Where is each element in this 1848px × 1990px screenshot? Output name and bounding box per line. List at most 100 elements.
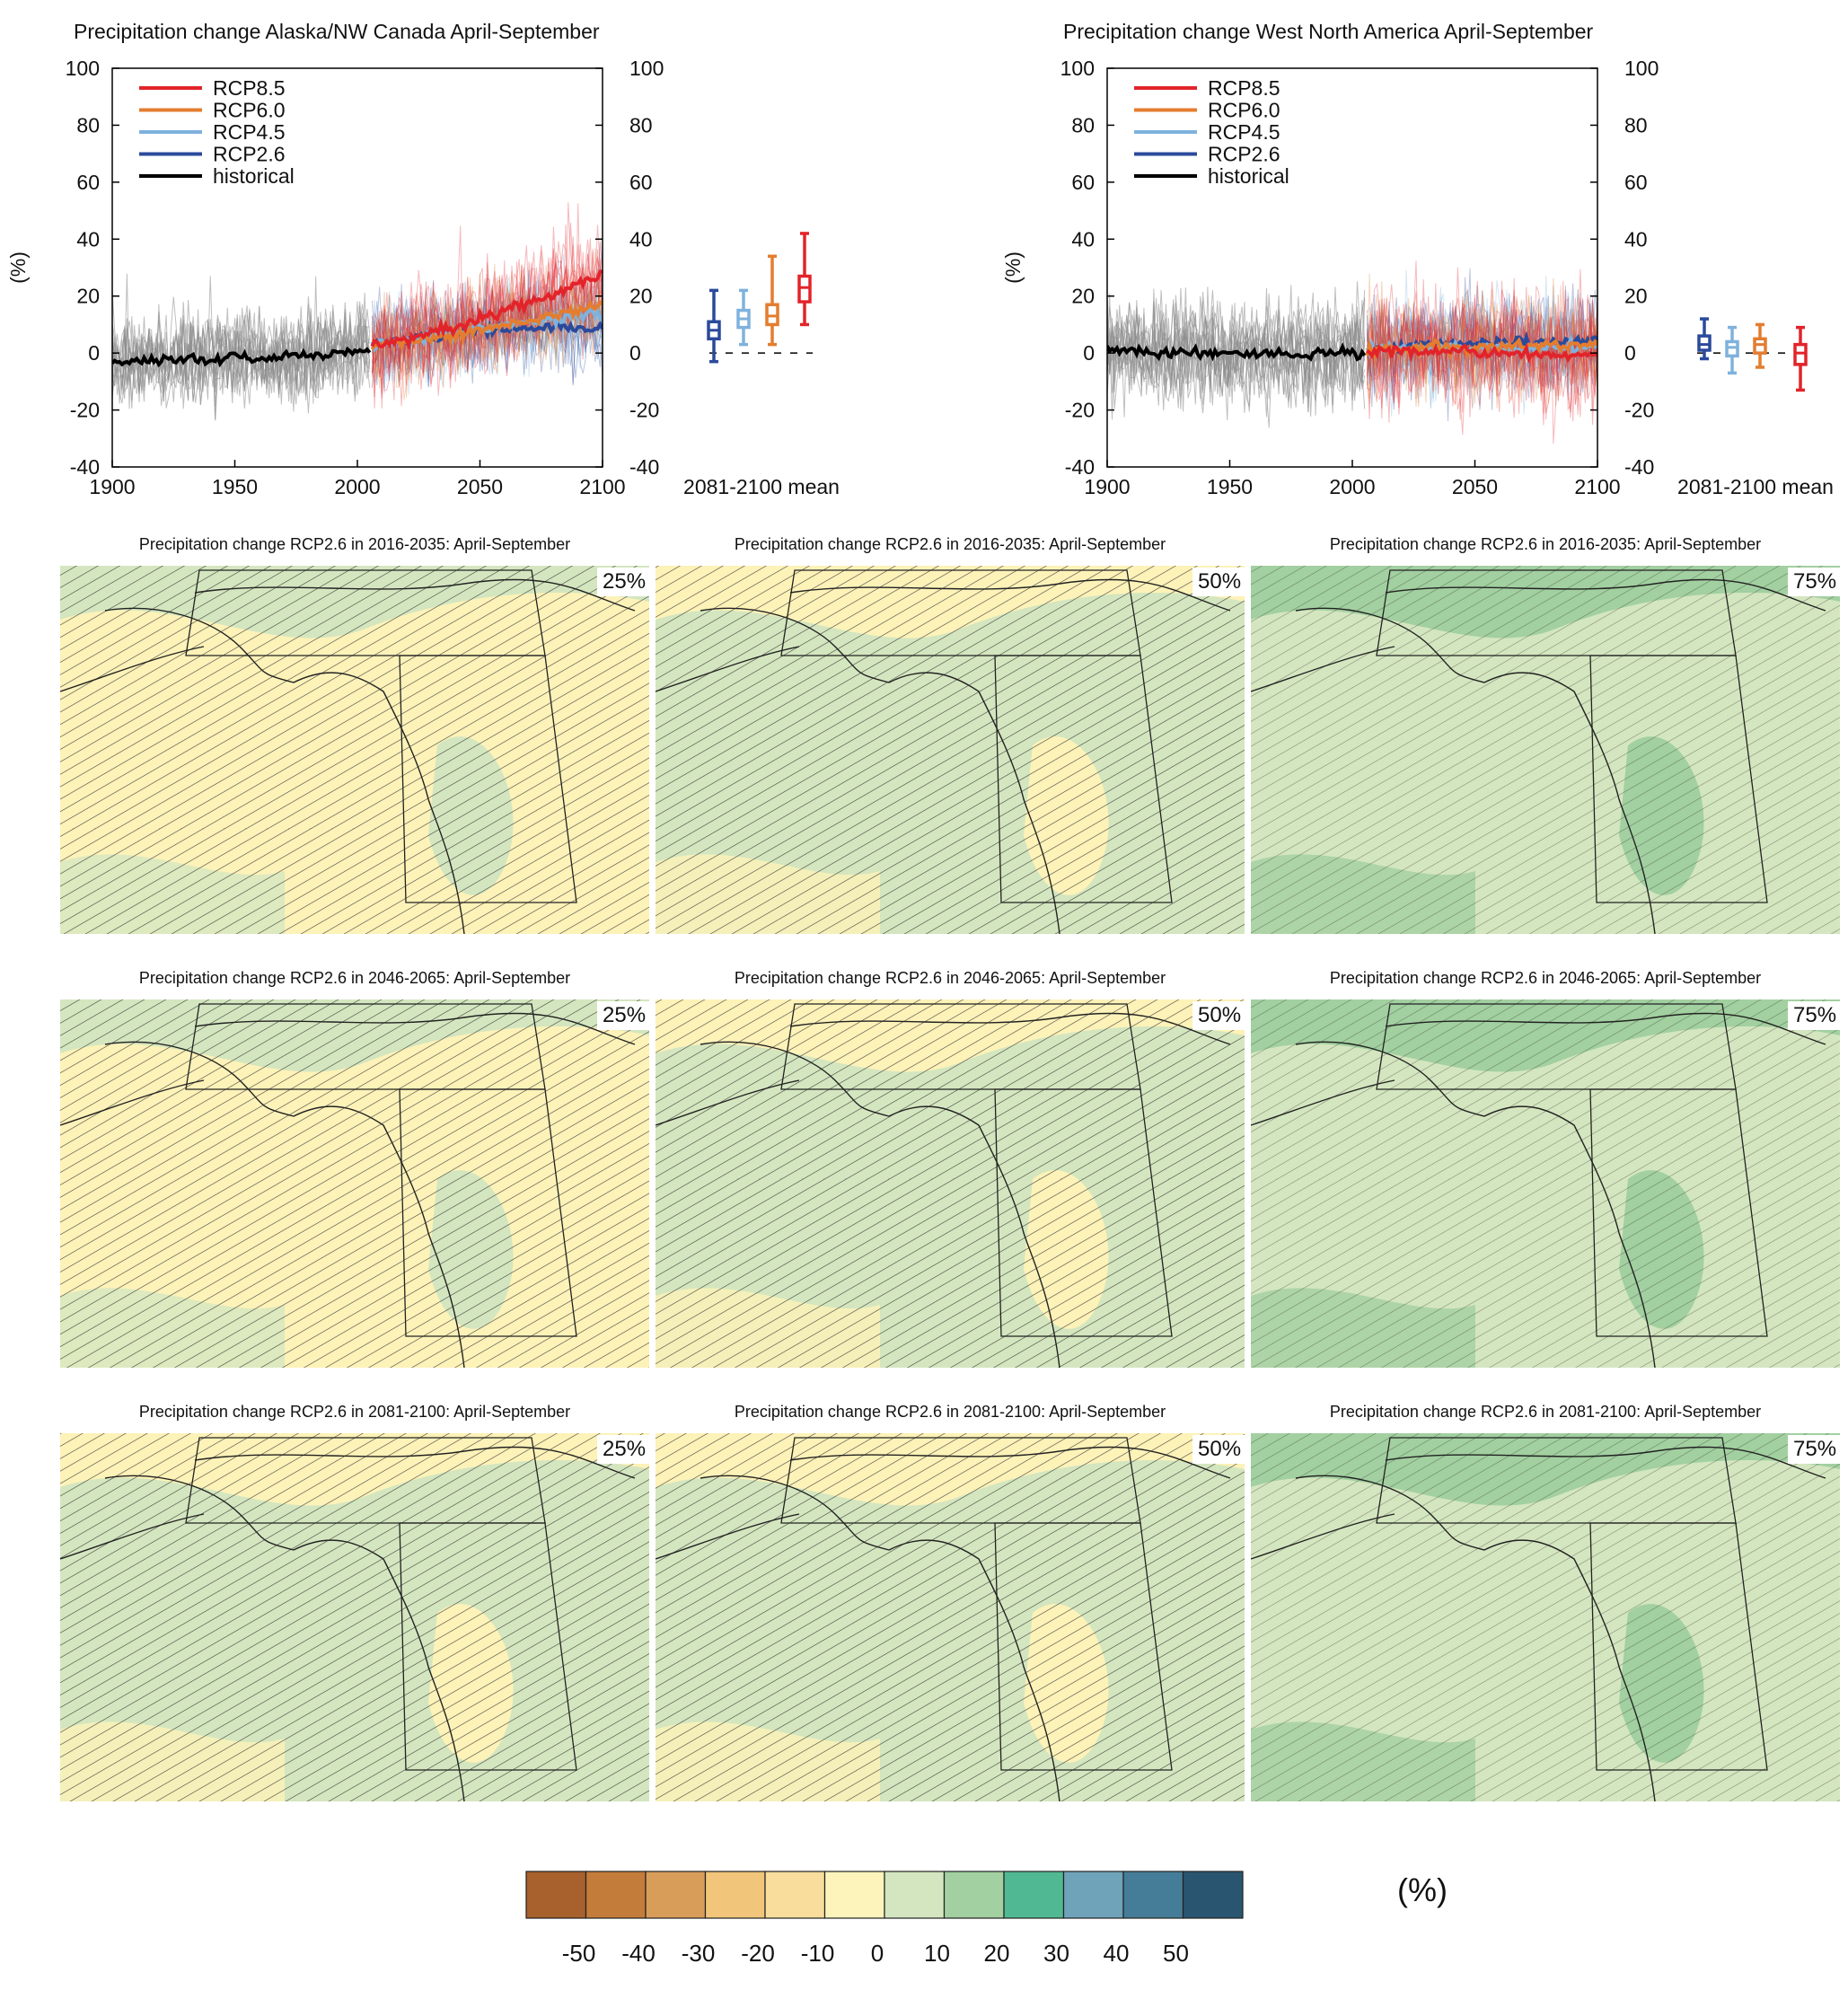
y-tick-label-right: -20 <box>629 399 659 422</box>
x-tick-label: 2100 <box>1574 475 1620 498</box>
coastline <box>1295 607 1656 934</box>
series-line-historical <box>1107 342 1367 362</box>
hatching <box>1251 1433 1840 1801</box>
y-tick-label: 60 <box>76 171 100 194</box>
coastline <box>1385 578 1826 612</box>
x-tick-label: 2000 <box>334 475 380 498</box>
ensemble-member-RCP2.6 <box>1366 285 1597 421</box>
hatching <box>60 1433 649 1801</box>
box-RCP4.5 <box>1725 325 1739 375</box>
ensemble-member-RCP6.0 <box>1366 285 1597 409</box>
coastline <box>1295 1041 1656 1368</box>
ensemble-member-RCP8.5 <box>1366 269 1597 419</box>
legend-label: RCP2.6 <box>213 143 286 166</box>
legend-label: RCP4.5 <box>1208 120 1280 144</box>
coastline <box>656 1079 800 1126</box>
region-box-wna <box>994 1522 1173 1771</box>
ensemble-member-RCP2.6 <box>1366 290 1597 390</box>
ensemble-member-RCP8.5 <box>372 225 603 389</box>
box-RCP8.5 <box>797 232 812 327</box>
series-line-RCP8.5 <box>370 269 603 351</box>
ensemble-member-RCP4.5 <box>1366 293 1597 415</box>
ensemble-member-RCP4.5 <box>1366 286 1597 409</box>
legend-label: historical <box>1208 164 1289 188</box>
y-tick-label: 100 <box>66 57 100 80</box>
region-box-wna <box>399 655 577 903</box>
y-tick-label: -20 <box>70 399 100 422</box>
map-panel <box>60 1433 649 1801</box>
box-RCP2.6 <box>707 288 721 364</box>
hatching <box>1251 566 1840 934</box>
region-box-wna <box>399 1088 577 1337</box>
y-tick-label: 20 <box>1071 285 1095 308</box>
y-tick-label: 80 <box>1071 113 1095 136</box>
legend-label: RCP8.5 <box>1208 76 1280 100</box>
coastline <box>789 578 1231 612</box>
y-tick-label: 20 <box>76 285 100 308</box>
map-title: Precipitation change RCP2.6 in 2046-2065… <box>1329 969 1762 987</box>
box-iqr <box>797 274 812 304</box>
region-box-wna <box>994 1088 1173 1337</box>
y-tick-label: 40 <box>76 227 100 251</box>
series-line-historical <box>112 346 372 368</box>
box-RCP8.5 <box>1793 325 1808 392</box>
box-iqr <box>1725 339 1739 358</box>
map-panel <box>1251 566 1840 934</box>
coastline <box>1251 1079 1395 1126</box>
x-tick-label: 2100 <box>579 475 625 498</box>
y-tick-label-right: 60 <box>1624 171 1648 194</box>
plot-area <box>1107 260 1597 445</box>
ensemble-member-RCP4.5 <box>1366 294 1597 401</box>
map-panel <box>1251 999 1840 1368</box>
y-tick-label-right: 0 <box>1624 341 1636 365</box>
y-tick-label-right: 0 <box>629 341 641 365</box>
coastline <box>1295 1475 1656 1801</box>
coastline <box>789 1446 1231 1479</box>
percentile-label: 75% <box>1788 568 1843 596</box>
percentile-label: 25% <box>597 568 652 596</box>
coastline <box>656 646 800 692</box>
coastline <box>1385 1446 1826 1479</box>
hatching <box>60 566 649 934</box>
ensemble-member-historical <box>1107 291 1366 413</box>
ensemble-member-RCP2.6 <box>371 284 603 374</box>
coastline <box>700 607 1060 934</box>
map-title: Precipitation change RCP2.6 in 2016-2035… <box>138 535 571 553</box>
legend-label: RCP4.5 <box>213 120 286 144</box>
map-panel <box>60 566 649 934</box>
box-RCP4.5 <box>736 288 751 347</box>
ensemble-member-RCP8.5 <box>1366 280 1597 426</box>
legend-label: RCP8.5 <box>213 76 286 100</box>
y-tick-label-right: 40 <box>1624 227 1648 251</box>
box-iqr <box>765 303 779 327</box>
map-title: Precipitation change RCP2.6 in 2046-2065… <box>734 969 1166 987</box>
coastline <box>700 1041 1060 1368</box>
x-tick-label: 2050 <box>1452 475 1498 498</box>
ensemble-member-RCP8.5 <box>1366 289 1597 426</box>
y-tick-label: 0 <box>1083 341 1095 365</box>
region-box-wna <box>994 655 1173 903</box>
region-box-wna <box>1589 1088 1768 1337</box>
legend-label: RCP6.0 <box>213 99 286 122</box>
percentile-label: 25% <box>597 1435 652 1464</box>
y-tick-label-right: 20 <box>629 285 653 308</box>
ensemble-member-RCP2.6 <box>371 284 603 387</box>
timeseries-chart-wna: -40 -40 -20 -20 0 0 20 20 40 40 60 60 80 80 100 100 1900… <box>1001 57 1834 498</box>
ensemble-member-RCP8.5 <box>371 238 603 407</box>
ensemble-member-RCP4.5 <box>1366 285 1597 407</box>
y-tick-label: -40 <box>1065 455 1095 479</box>
ensemble-member-RCP2.6 <box>1366 268 1597 399</box>
map-panel <box>1251 1433 1840 1801</box>
ensemble-member-historical <box>112 311 371 414</box>
ensemble-member-RCP8.5 <box>1366 277 1597 445</box>
x-tick-label: 1950 <box>212 475 258 498</box>
coastline <box>656 1513 800 1560</box>
y-axis-label: (%) <box>1001 251 1025 284</box>
y-tick-label-right: -20 <box>1624 399 1654 422</box>
mean-label: 2081-2100 mean <box>1677 475 1834 498</box>
percentile-label: 50% <box>1192 1001 1247 1030</box>
ensemble-member-RCP6.0 <box>371 265 603 388</box>
region-box-wna <box>1589 655 1768 903</box>
box-iqr <box>1793 342 1808 366</box>
y-tick-label-right: 100 <box>629 57 664 80</box>
